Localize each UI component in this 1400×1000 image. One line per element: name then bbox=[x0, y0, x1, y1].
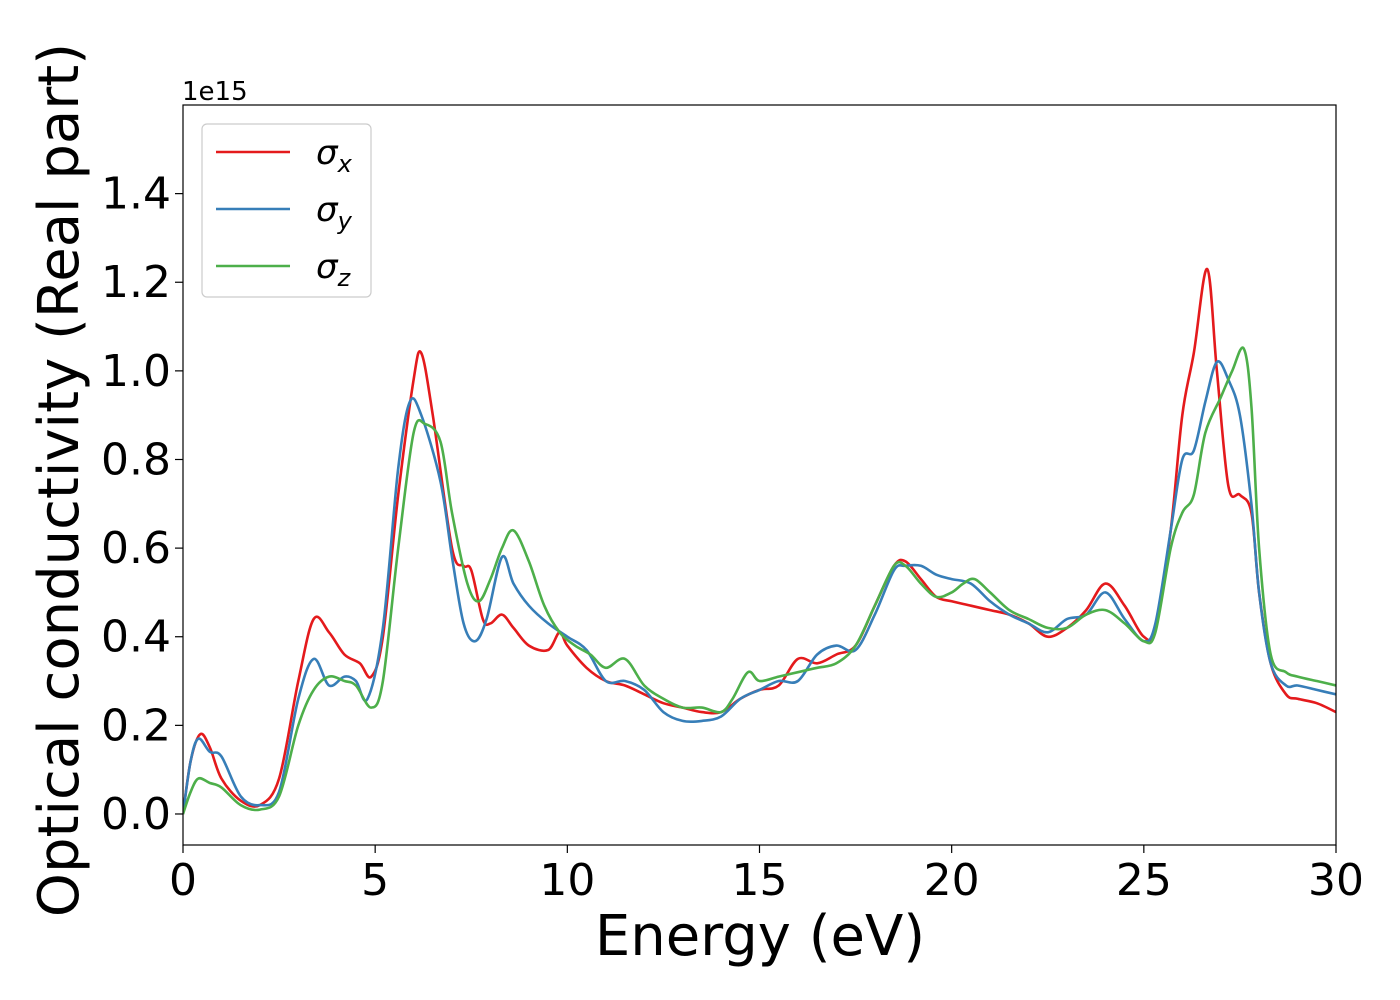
x-axis-label: Energy (eV) bbox=[595, 904, 925, 969]
y-tick-label: 1.2 bbox=[101, 257, 171, 308]
x-axis-ticks: 0 5 10 15 20 25 30 bbox=[169, 845, 1364, 906]
y-tick-label: 0.4 bbox=[101, 612, 171, 663]
x-tick-label: 10 bbox=[539, 855, 595, 906]
series-line-sigma-y bbox=[183, 360, 1336, 815]
legend-box bbox=[201, 123, 372, 298]
x-tick-label: 30 bbox=[1308, 855, 1364, 906]
y-tick-label: 1.4 bbox=[101, 169, 171, 220]
y-tick-label: 1.0 bbox=[101, 346, 171, 397]
series-line-sigma-z bbox=[183, 346, 1336, 815]
y-tick-label: 0.0 bbox=[101, 789, 171, 840]
y-tick-label: 0.2 bbox=[101, 700, 171, 751]
x-tick-label: 5 bbox=[361, 855, 389, 906]
y-axis-offset-label: 1e15 bbox=[182, 77, 248, 107]
x-tick-label: 20 bbox=[924, 855, 980, 906]
y-axis-label: Optical conductivity (Real part) bbox=[27, 43, 92, 917]
y-tick-label: 0.8 bbox=[101, 434, 171, 485]
plot-lines bbox=[183, 267, 1336, 815]
y-axis-ticks: 0.0 0.2 0.4 0.6 0.8 1.0 1.2 1.4 bbox=[101, 169, 183, 840]
x-tick-label: 15 bbox=[732, 855, 788, 906]
y-tick-label: 0.6 bbox=[101, 523, 171, 574]
x-tick-label: 25 bbox=[1116, 855, 1172, 906]
x-tick-label: 0 bbox=[169, 855, 197, 906]
